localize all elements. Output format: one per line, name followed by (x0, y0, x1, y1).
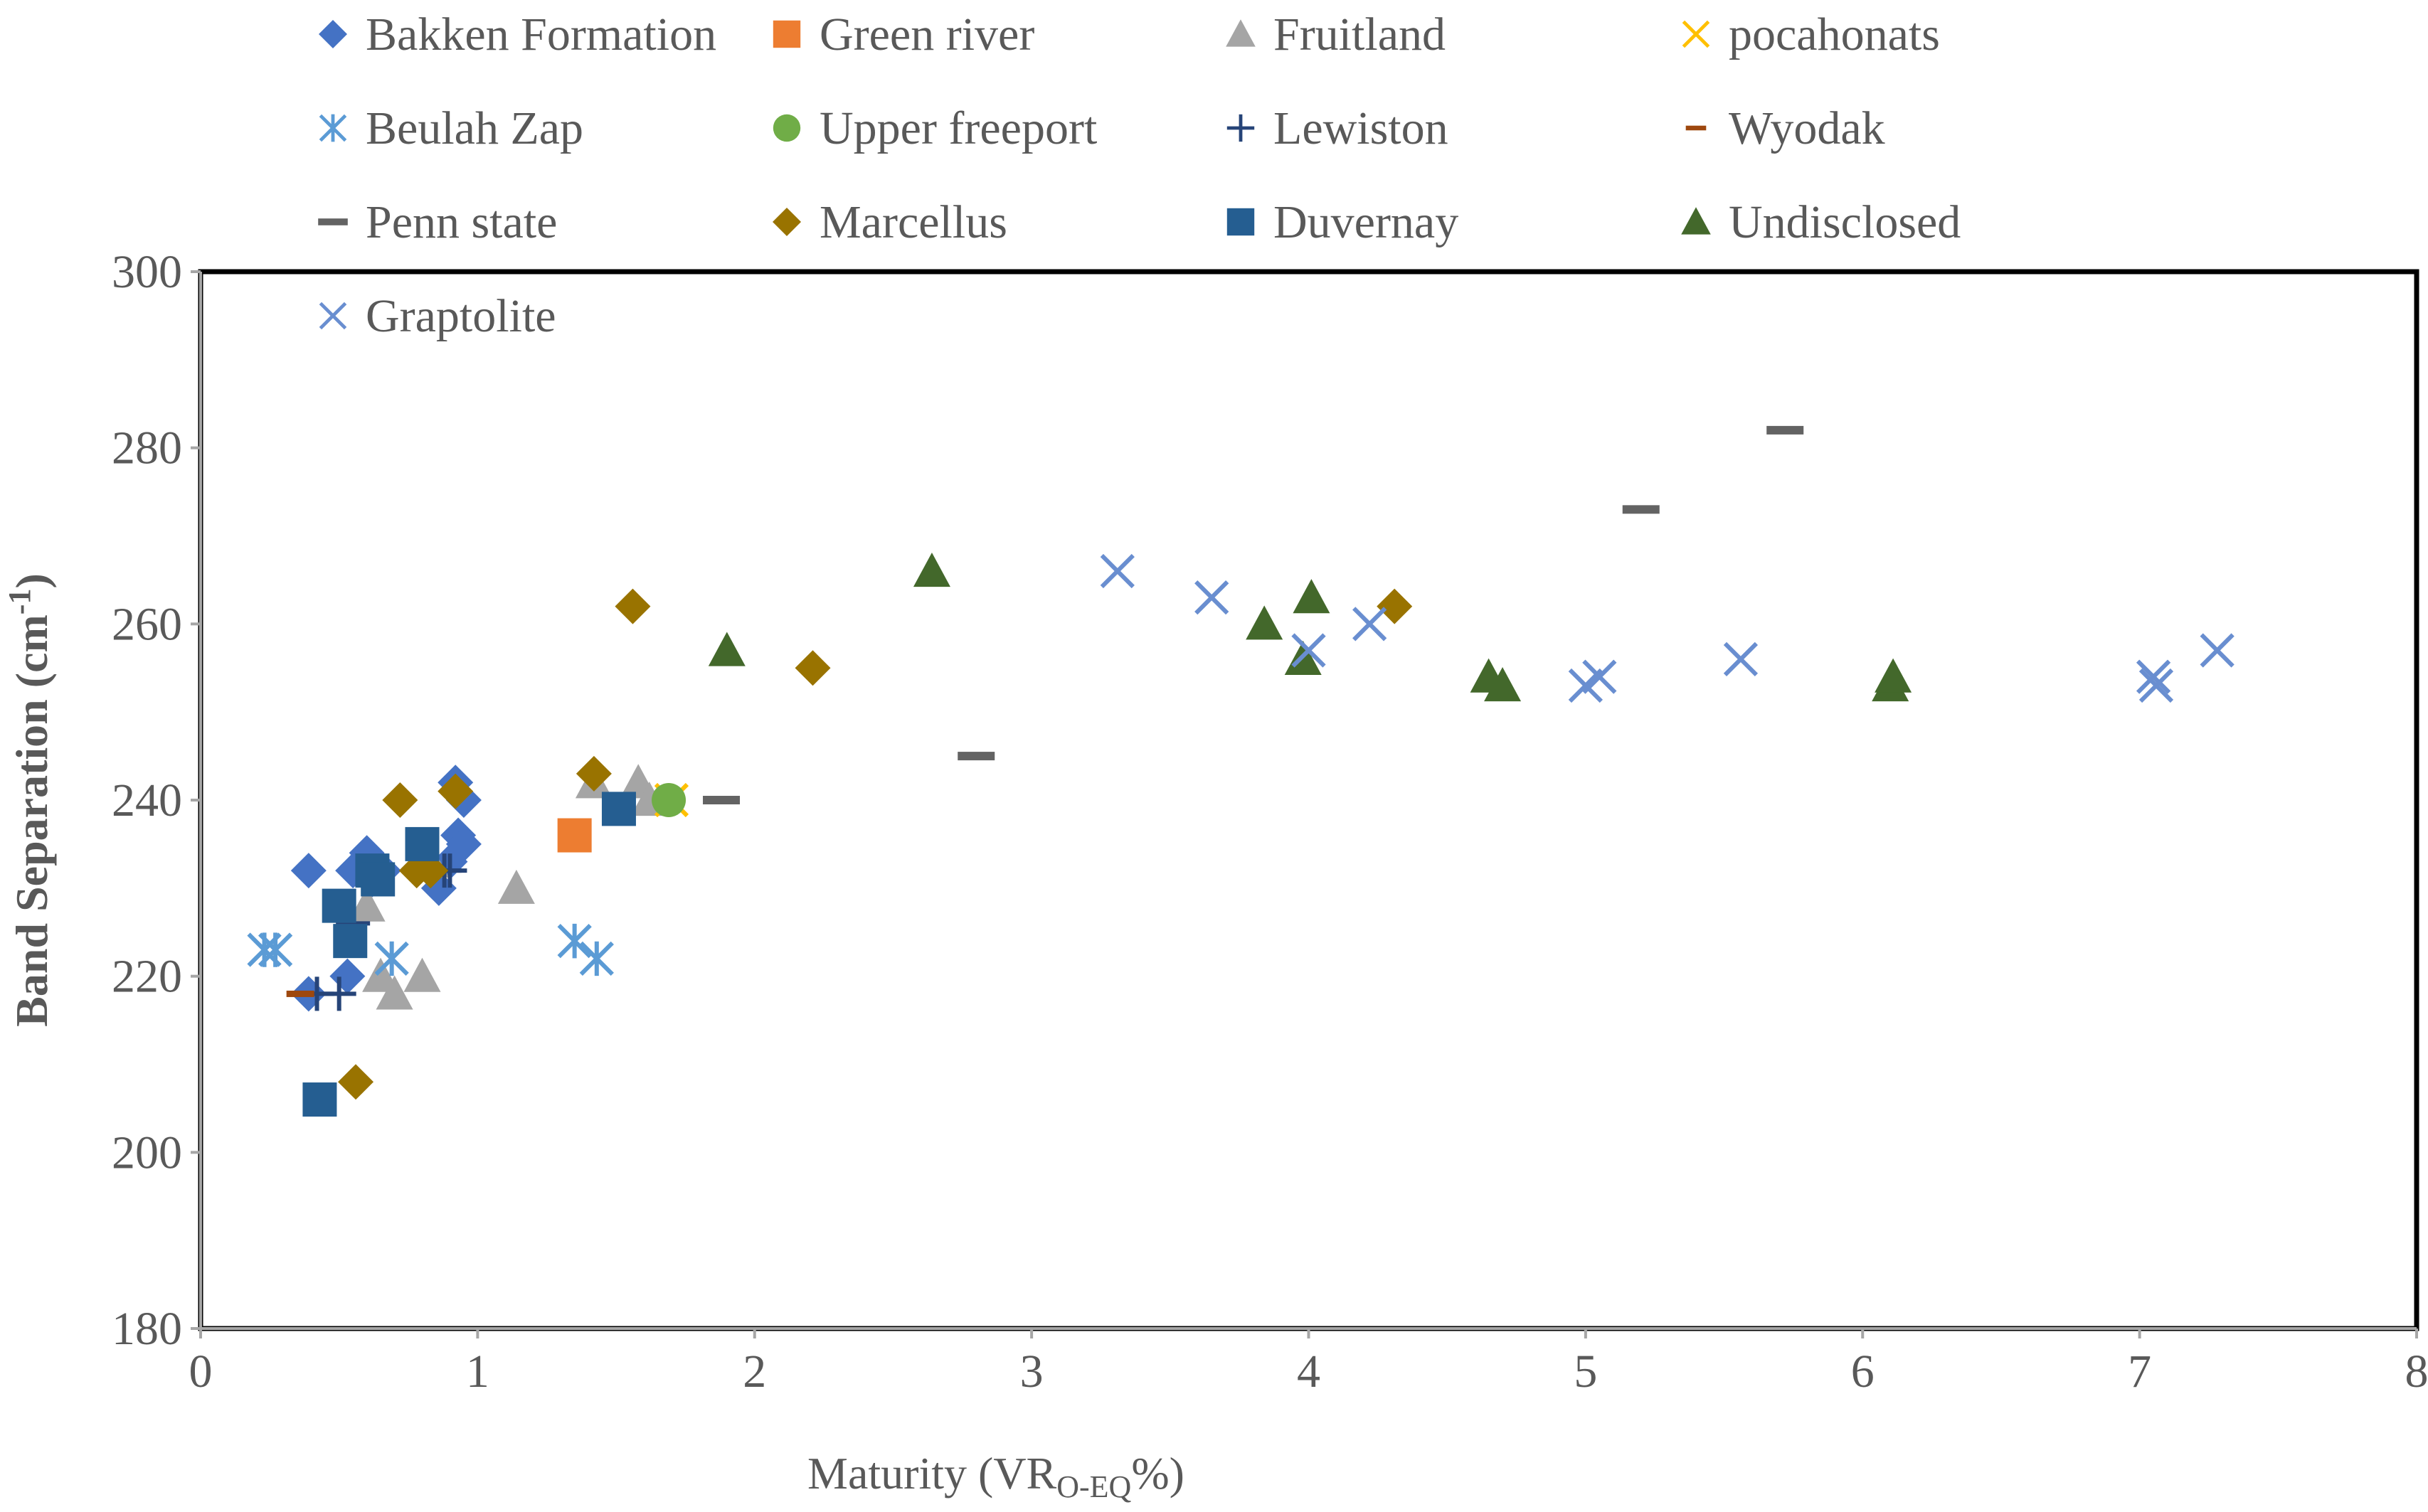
x-tick-label: 5 (1574, 1346, 1597, 1397)
point-penn-state (1766, 425, 1804, 435)
point-undisclosed (1293, 579, 1330, 614)
legend-label-green-river: Green river (820, 9, 1034, 60)
legend-marker-duvernay (1226, 208, 1255, 236)
y-tick-label: 240 (112, 774, 182, 826)
point-graptolite (1582, 659, 1617, 694)
y-tick-label: 280 (112, 422, 182, 474)
y-tick-label: 180 (112, 1303, 182, 1355)
point-marcellus (382, 782, 418, 818)
point-undisclosed (913, 553, 950, 587)
legend-label-wyodak: Wyodak (1729, 102, 1885, 154)
x-tick-label: 2 (743, 1346, 766, 1397)
point-penn-state (958, 752, 995, 761)
point-beulah-zap (374, 941, 409, 976)
legend-label-beulah-zap: Beulah Zap (366, 102, 583, 154)
point-fruitland (348, 887, 386, 922)
point-fruitland (376, 975, 413, 1010)
legend-marker-graptolite (319, 302, 347, 330)
x-tick-label: 8 (2405, 1346, 2428, 1397)
point-undisclosed (708, 632, 746, 666)
x-tick-label: 1 (466, 1346, 489, 1397)
point-wyodak (286, 990, 314, 997)
legend-marker-upper-freeport (773, 114, 801, 142)
point-graptolite (2200, 633, 2234, 668)
y-axis-title: Band Separation (cm-1) (2, 573, 57, 1027)
x-tick-label: 3 (1020, 1346, 1044, 1397)
legend-label-graptolite: Graptolite (366, 290, 556, 342)
point-upper-freeport (652, 783, 686, 817)
data-points (247, 425, 2234, 1117)
x-tick-label: 4 (1297, 1346, 1320, 1397)
legend-marker-fruitland (1226, 19, 1256, 47)
x-ticks: 0 1 2 3 4 5 6 7 8 (189, 1329, 2428, 1397)
point-fruitland (403, 957, 441, 992)
point-marcellus (438, 773, 474, 809)
point-graptolite (2136, 659, 2171, 694)
point-graptolite (1723, 641, 1759, 676)
point-marcellus (338, 1064, 374, 1100)
legend-marker-pocahonats (1682, 20, 1710, 48)
y-tick-label: 260 (112, 598, 182, 650)
legend-label-penn-state: Penn state (366, 196, 557, 248)
legend-label-marcellus: Marcellus (820, 196, 1007, 248)
x-tick-label: 7 (2128, 1346, 2151, 1397)
x-axis-title: Maturity (VRO-EQ%) (807, 1448, 1184, 1504)
point-graptolite (1352, 607, 1387, 641)
legend-label-bakken-formation: Bakken Formation (366, 9, 716, 60)
y-tick-label: 200 (112, 1127, 182, 1178)
point-graptolite (1100, 553, 1135, 589)
legend-marker-marcellus (773, 208, 801, 236)
point-graptolite (2138, 668, 2174, 703)
legend-marker-bakken-formation (319, 20, 347, 48)
point-marcellus (615, 588, 651, 624)
point-bakken-formation (445, 826, 482, 862)
legend-marker-wyodak (1685, 125, 1707, 131)
legend: Bakken Formation Green river Fruitland poca… (318, 9, 1961, 342)
legend-label-fruitland: Fruitland (1273, 9, 1446, 60)
point-penn-state (703, 796, 741, 804)
point-undisclosed (1484, 667, 1522, 702)
x-tick-label: 6 (1851, 1346, 1875, 1397)
y-tick-label: 220 (112, 951, 182, 1003)
point-marcellus (576, 755, 612, 792)
point-undisclosed (1875, 658, 1912, 693)
point-duvernay (333, 924, 368, 959)
x-tick-label: 0 (189, 1346, 213, 1397)
point-duvernay (405, 826, 440, 861)
point-fruitland (362, 957, 400, 992)
point-lewiston (322, 976, 356, 1011)
point-bakken-formation (329, 958, 366, 994)
point-marcellus (795, 650, 831, 686)
point-penn-state (1622, 505, 1660, 514)
y-tick-label: 300 (112, 246, 182, 298)
plot-area-frame (198, 269, 2419, 1331)
point-graptolite (1194, 580, 1229, 615)
point-duvernay (322, 888, 356, 923)
legend-marker-undisclosed (1681, 207, 1711, 235)
point-fruitland (497, 869, 535, 904)
point-undisclosed (1246, 605, 1283, 640)
point-green-river (557, 818, 592, 853)
point-duvernay (302, 1082, 337, 1117)
point-bakken-formation (290, 853, 327, 889)
legend-label-pocahonats: pocahonats (1729, 9, 1940, 60)
legend-label-lewiston: Lewiston (1273, 102, 1448, 154)
point-duvernay (601, 792, 636, 826)
legend-marker-penn-state (318, 218, 348, 225)
point-beulah-zap (557, 923, 592, 959)
legend-marker-lewiston (1226, 114, 1255, 142)
point-beulah-zap (258, 932, 293, 967)
legend-marker-beulah-zap (319, 114, 347, 142)
y-ticks: 180 200 220 240 260 280 300 (112, 246, 201, 1355)
point-marcellus (413, 853, 449, 889)
legend-label-upper-freeport: Upper freeport (820, 102, 1097, 154)
point-duvernay (361, 862, 396, 897)
legend-marker-green-river (773, 20, 801, 48)
point-graptolite (1291, 633, 1326, 668)
point-marcellus (1377, 588, 1413, 624)
legend-label-undisclosed: Undisclosed (1729, 196, 1961, 248)
legend-label-duvernay: Duvernay (1273, 196, 1458, 248)
point-beulah-zap (579, 941, 614, 976)
